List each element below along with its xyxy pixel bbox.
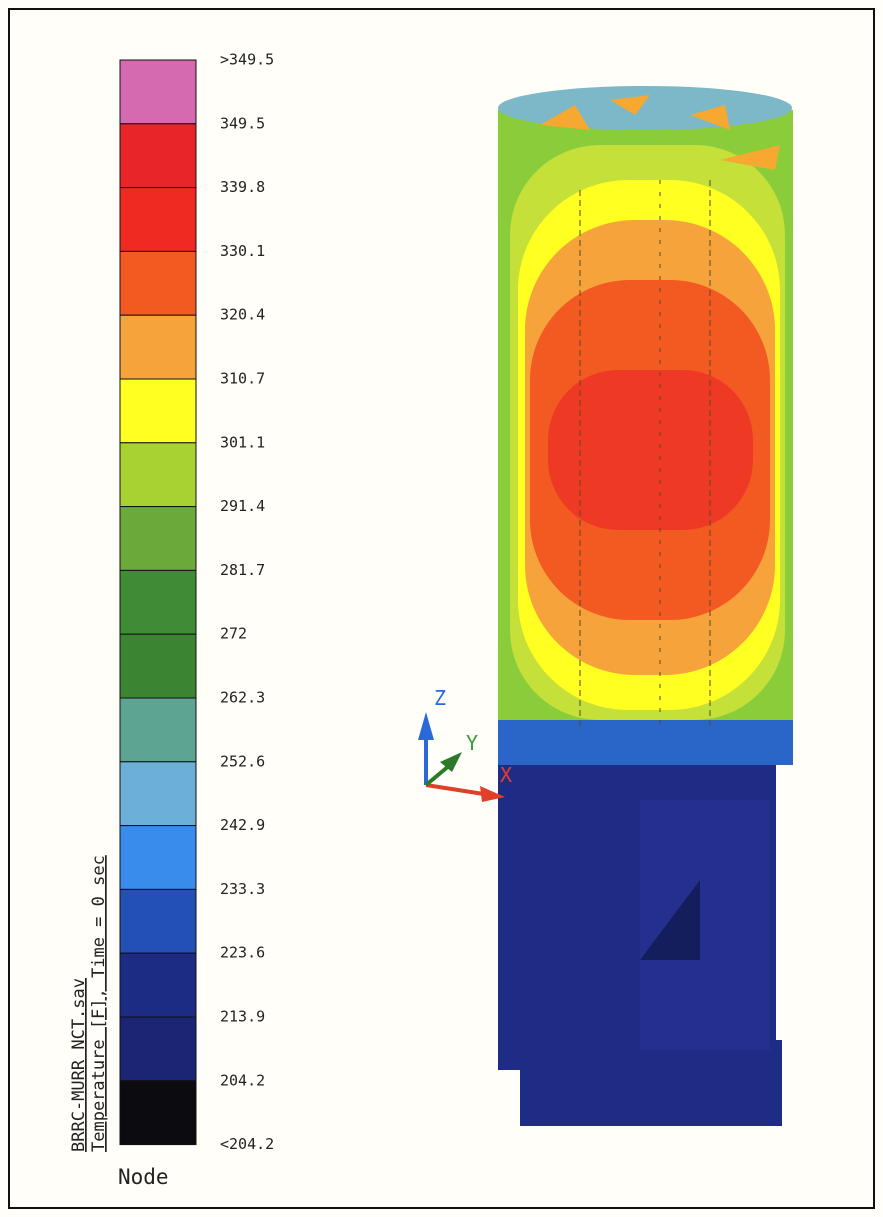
file-caption: BRRC-MURR NCT.sav <box>69 978 89 1152</box>
y-label: Y <box>466 731 478 755</box>
legend-label: 310.7 <box>220 370 265 388</box>
footer-caption: Node <box>118 1165 169 1189</box>
legend-label: 233.3 <box>220 880 265 898</box>
legend-label: 281.7 <box>220 561 265 579</box>
legend-label: 204.2 <box>220 1071 265 1089</box>
legend-swatch <box>120 826 196 890</box>
contour-330 <box>548 370 753 530</box>
legend-label: 320.4 <box>220 306 265 324</box>
z-arrow <box>418 712 434 740</box>
legend-label: 272 <box>220 625 247 643</box>
legend-swatch <box>120 251 196 315</box>
legend-swatch <box>120 889 196 953</box>
x-label: X <box>500 763 512 787</box>
legend-label: 262.3 <box>220 689 265 707</box>
legend-swatch <box>120 762 196 826</box>
axis-triad: Z Y X <box>418 686 512 802</box>
legend-label: >349.5 <box>220 51 274 69</box>
legend-swatch <box>120 379 196 443</box>
legend-swatch <box>120 443 196 507</box>
base-foot <box>520 1040 782 1126</box>
legend-label: 252.6 <box>220 752 265 770</box>
legend-swatch <box>120 570 196 634</box>
top-cap <box>498 86 792 130</box>
z-label: Z <box>434 686 446 710</box>
legend-swatch <box>120 60 196 124</box>
legend-label: 349.5 <box>220 114 265 132</box>
legend-label: 330.1 <box>220 242 265 260</box>
legend-label: 301.1 <box>220 433 265 451</box>
page: >349.5 349.5 339.8 330.1 320.4 310.7 301.1 291.… <box>0 0 883 1217</box>
legend-swatch <box>120 124 196 188</box>
legend-swatch <box>120 1081 196 1145</box>
legend-swatch <box>120 1017 196 1081</box>
y-axis <box>426 765 450 785</box>
legend-label: <204.2 <box>220 1135 274 1153</box>
base-face <box>640 800 770 1050</box>
legend-swatch <box>120 188 196 252</box>
quantity-caption: Temperature [F], Time = 0 sec <box>89 855 109 1152</box>
legend-label: 339.8 <box>220 178 265 196</box>
legend-swatch <box>120 507 196 571</box>
legend: >349.5 349.5 339.8 330.1 320.4 310.7 301.1 291.… <box>120 51 274 1154</box>
legend-label: 223.6 <box>220 944 265 962</box>
cold-band <box>498 720 793 765</box>
model <box>498 86 793 1126</box>
legend-swatch <box>120 698 196 762</box>
legend-swatch <box>120 953 196 1017</box>
viewport: >349.5 349.5 339.8 330.1 320.4 310.7 301.1 291.… <box>0 0 883 1217</box>
legend-label: 213.9 <box>220 1008 265 1026</box>
legend-label: 242.9 <box>220 816 265 834</box>
legend-label: 291.4 <box>220 497 265 515</box>
legend-swatch <box>120 634 196 698</box>
legend-swatch <box>120 315 196 379</box>
